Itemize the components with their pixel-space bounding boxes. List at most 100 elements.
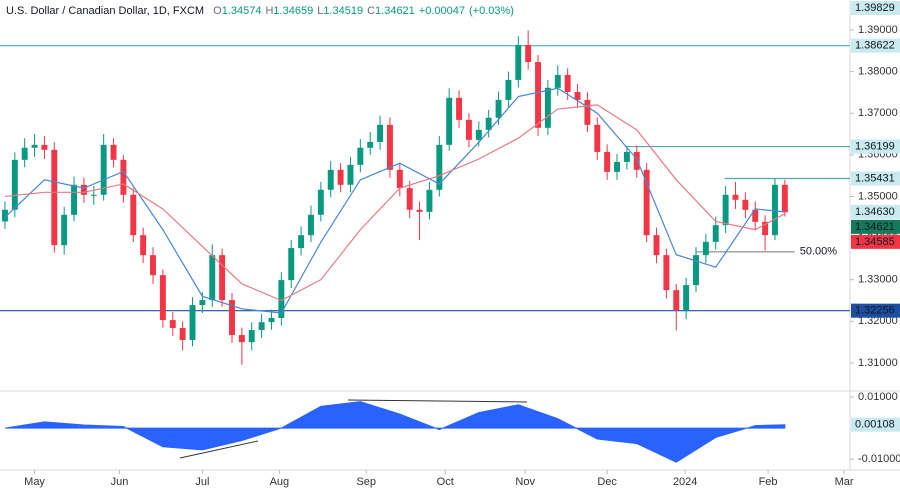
price-label-box (851, 171, 900, 186)
candle-body (150, 255, 156, 276)
candle-body (386, 124, 393, 170)
candle-body (663, 255, 670, 291)
candle-body (426, 189, 433, 212)
candle-body (140, 235, 147, 256)
y-tick-label: 1.33000 (858, 274, 898, 286)
x-tick-label: May (24, 476, 45, 488)
y-tick-label: 1.35000 (858, 190, 898, 202)
candle-body (525, 44, 532, 63)
chart-title: U.S. Dollar / Canadian Dollar, 1D, FXCM (6, 5, 204, 17)
candle-body (71, 184, 78, 215)
candle-body (327, 169, 334, 190)
ohlc-value: 1.34659 (273, 5, 313, 17)
candle-body (90, 194, 97, 196)
candle-body (159, 275, 166, 321)
candle-body (495, 99, 502, 118)
candle-body (31, 144, 38, 148)
y-tick-label: 1.38000 (858, 65, 898, 77)
ohlc-label: H (265, 5, 273, 17)
candle-body (219, 255, 226, 301)
x-tick-label: Feb (759, 476, 778, 488)
candle-body (337, 169, 344, 185)
candle-body (742, 199, 749, 210)
candle-body (238, 335, 245, 343)
fib-label: 50.00% (800, 246, 838, 258)
candle-body (633, 151, 640, 170)
candle-body (604, 151, 611, 172)
price-label: 1.34621 (855, 221, 895, 233)
candle-body (623, 151, 630, 162)
candle-body (693, 255, 699, 286)
price-label-box (851, 204, 900, 219)
price-label: 1.36199 (855, 140, 895, 152)
candle-body (298, 235, 305, 249)
x-tick-label: Aug (270, 476, 290, 488)
x-tick-label: 2024 (673, 476, 697, 488)
candle-body (110, 144, 117, 160)
price-label-box (851, 234, 900, 249)
candle-body (406, 188, 413, 210)
candle-body (209, 255, 216, 301)
x-tick-label: Jul (195, 476, 209, 488)
change-pct: (+0.03%) (469, 5, 514, 17)
candle-body (722, 194, 729, 226)
candle-body (673, 290, 680, 311)
price-label: 1.39829 (855, 2, 895, 14)
candle-body (475, 129, 482, 140)
candle-body (100, 144, 107, 195)
candle-body (317, 189, 324, 215)
candle-body (80, 184, 87, 195)
candle-body (1, 209, 8, 222)
panels (0, 0, 900, 471)
candle-body (752, 209, 759, 222)
candle-body (544, 87, 551, 128)
candle-body (51, 149, 58, 246)
candle-body (229, 300, 235, 336)
ohlc-value: 1.34621 (375, 5, 415, 17)
candle-body (199, 300, 206, 306)
y-tick-label: 1.39000 (858, 24, 898, 36)
candle-body (653, 235, 660, 256)
candle-body (515, 44, 522, 80)
ohlc-value: 1.34574 (222, 5, 262, 17)
x-tick-label: Nov (515, 476, 535, 488)
price-label: 1.34630 (855, 206, 895, 218)
price-label-box (851, 1, 900, 15)
y-tick-label: 1.32000 (858, 315, 898, 327)
candle-body (702, 241, 709, 256)
candle-body (169, 320, 176, 328)
candle-body (505, 79, 512, 100)
candle-body (258, 322, 265, 331)
candle-body (61, 214, 68, 246)
divergence-line (179, 440, 259, 459)
candle-body (41, 144, 48, 150)
y-tick-label: 1.37000 (858, 107, 898, 119)
candle-body (308, 214, 314, 236)
candle-body (396, 169, 403, 189)
x-tick-label: Oct (437, 476, 454, 488)
candle-body (564, 74, 571, 92)
candle-body (574, 91, 581, 100)
candle-body (357, 147, 364, 165)
candle-body (712, 225, 719, 242)
oscillator-area (4, 401, 786, 463)
candle-body (120, 159, 127, 195)
price-label-box (851, 303, 900, 318)
ohlc-value: 1.34519 (323, 5, 363, 17)
candle-body (189, 305, 196, 341)
candle-body (772, 184, 778, 236)
candle-body (21, 147, 28, 160)
osc-tick-label: 0.01000 (858, 391, 898, 403)
candle-body (594, 124, 601, 152)
price-label: 1.35431 (855, 172, 895, 184)
candle-body (248, 330, 255, 343)
candle-body (436, 144, 443, 190)
candle-body (683, 285, 690, 311)
candle-body (377, 124, 384, 142)
osc-label-box (851, 417, 900, 432)
candle-body (732, 194, 739, 200)
moving-average (4, 87, 785, 314)
candle-body (485, 117, 492, 130)
